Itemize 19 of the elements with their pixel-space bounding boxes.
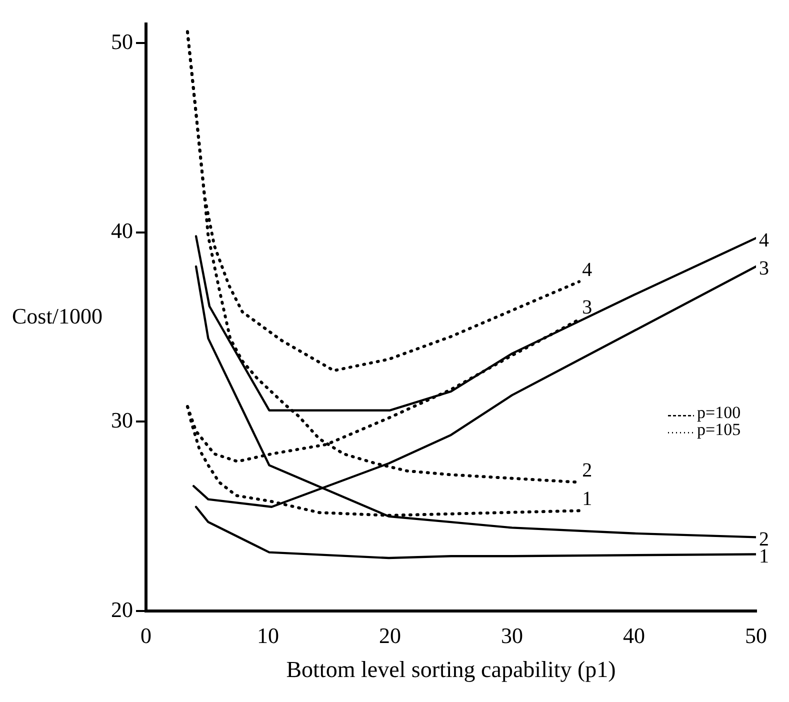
- y-tick-label: 20: [111, 596, 133, 622]
- series-label: 1: [582, 488, 592, 510]
- x-tick-label: 30: [501, 622, 523, 648]
- y-axis-title: Cost/1000: [12, 303, 102, 328]
- y-tick-label: 40: [111, 218, 133, 244]
- annotation: p=100: [697, 403, 741, 422]
- series-label: 2: [582, 460, 592, 482]
- series-label: 3: [759, 258, 769, 280]
- x-axis-title: Bottom level sorting capability (p1): [286, 657, 616, 682]
- series-label: 4: [759, 229, 769, 252]
- x-tick-label: 10: [257, 622, 279, 648]
- x-tick-label: 50: [745, 622, 767, 648]
- y-tick-label: 30: [111, 407, 133, 432]
- x-tick-label: 0: [140, 622, 152, 648]
- y-tick-label: 50: [111, 28, 133, 54]
- x-tick-label: 40: [623, 622, 645, 648]
- x-tick-label: 20: [379, 622, 401, 648]
- series-label: 4: [582, 258, 592, 281]
- series-label: 3: [582, 296, 592, 319]
